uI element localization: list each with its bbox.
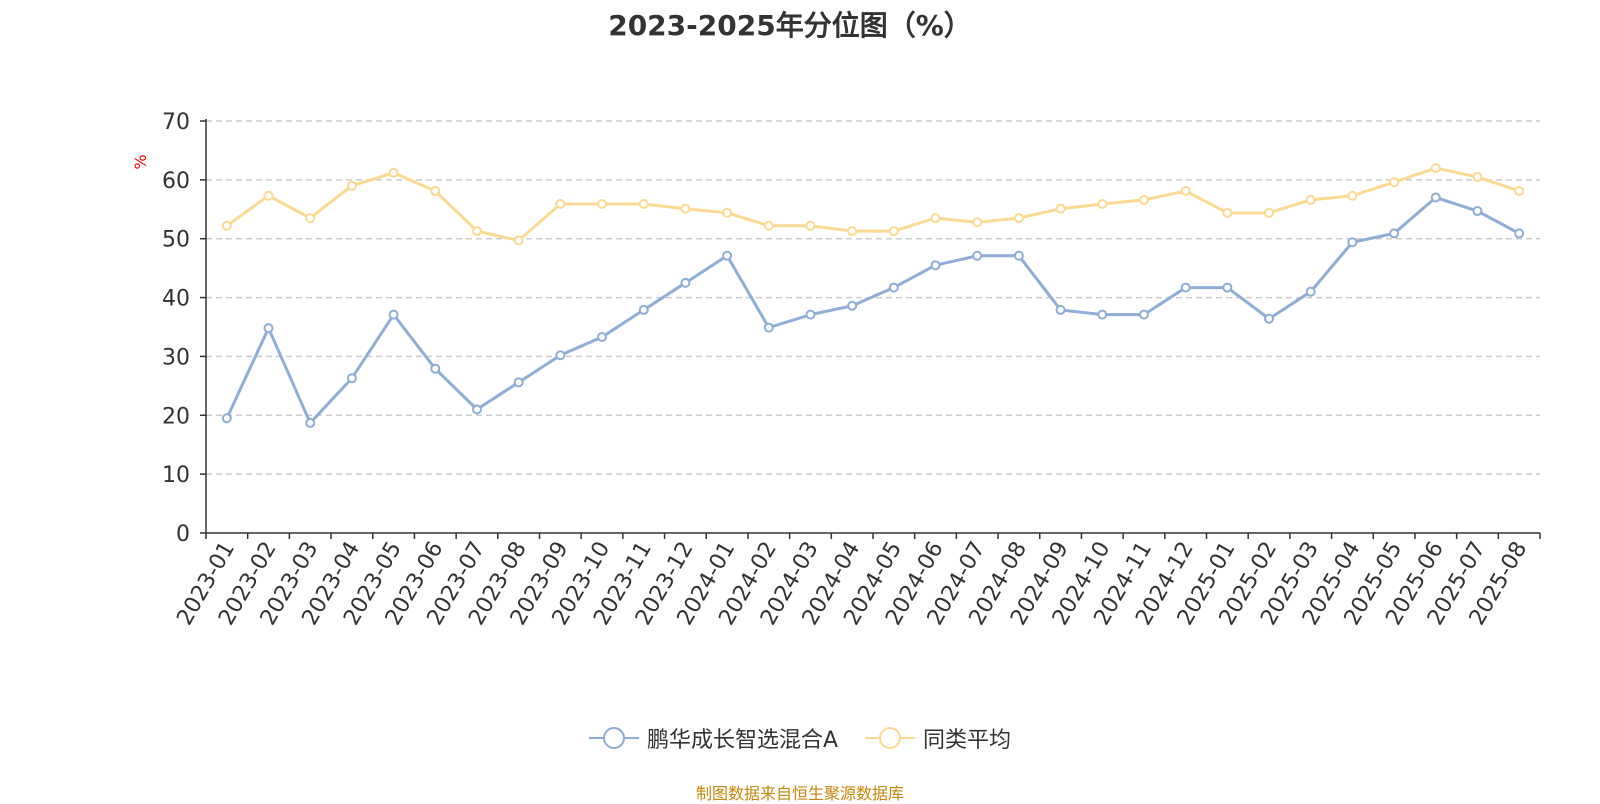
data-point[interactable]	[1097, 198, 1108, 209]
data-point[interactable]	[555, 198, 566, 209]
data-point[interactable]	[1055, 203, 1066, 214]
data-point[interactable]	[1514, 228, 1525, 239]
data-point[interactable]	[722, 207, 733, 218]
y-tick-label: 10	[162, 463, 190, 488]
legend-item-series-0[interactable]: 鹏华成长智选混合A	[588, 722, 839, 754]
data-point[interactable]	[263, 190, 274, 201]
chart-title: 2023-2025年分位图（%）	[608, 9, 972, 42]
data-point[interactable]	[1013, 213, 1024, 224]
series-0	[221, 192, 1525, 428]
data-point[interactable]	[680, 277, 691, 288]
data-point[interactable]	[638, 198, 649, 209]
legend-label: 鹏华成长智选混合A	[646, 728, 839, 753]
y-tick-label: 70	[162, 110, 190, 135]
series-1	[221, 163, 1525, 246]
data-point[interactable]	[1138, 309, 1149, 320]
data-point[interactable]	[513, 377, 524, 388]
data-point[interactable]	[1180, 282, 1191, 293]
data-point[interactable]	[1138, 194, 1149, 205]
data-point[interactable]	[1347, 237, 1358, 248]
data-point[interactable]	[1514, 186, 1525, 197]
data-point[interactable]	[1472, 206, 1483, 217]
y-tick-label: 40	[162, 287, 190, 312]
data-point[interactable]	[1472, 171, 1483, 182]
data-point[interactable]	[305, 213, 316, 224]
legend-marker-icon	[865, 727, 916, 749]
data-point[interactable]	[1264, 313, 1275, 324]
y-axis-label: %	[131, 154, 150, 169]
data-point[interactable]	[388, 167, 399, 178]
legend: 鹏华成长智选混合A 同类平均	[0, 722, 1600, 757]
y-tick-label: 0	[176, 522, 190, 547]
source-note: 制图数据来自恒生聚源数据库	[695, 784, 904, 803]
data-point[interactable]	[1389, 228, 1400, 239]
data-point[interactable]	[847, 226, 858, 237]
data-point[interactable]	[1180, 186, 1191, 197]
legend-label: 同类平均	[923, 728, 1012, 753]
data-point[interactable]	[263, 323, 274, 334]
series-line	[225, 196, 1520, 425]
axes: 0102030405060702023-012023-022023-032023…	[162, 110, 1541, 630]
data-point[interactable]	[1013, 250, 1024, 261]
data-point[interactable]	[513, 235, 524, 246]
data-point[interactable]	[1222, 282, 1233, 293]
y-tick-label: 30	[162, 345, 190, 370]
data-point[interactable]	[638, 304, 649, 315]
data-point[interactable]	[680, 203, 691, 214]
y-tick-label: 20	[162, 404, 190, 429]
data-point[interactable]	[930, 260, 941, 271]
series	[221, 163, 1525, 428]
gridlines	[206, 120, 1540, 475]
data-point[interactable]	[346, 373, 357, 384]
data-point[interactable]	[722, 250, 733, 261]
data-point[interactable]	[888, 226, 899, 237]
data-point[interactable]	[1222, 207, 1233, 218]
data-point[interactable]	[805, 309, 816, 320]
legend-item-series-1[interactable]: 同类平均	[865, 722, 1011, 754]
data-point[interactable]	[305, 417, 316, 428]
data-point[interactable]	[597, 198, 608, 209]
data-point[interactable]	[763, 322, 774, 333]
data-point[interactable]	[1347, 190, 1358, 201]
data-point[interactable]	[888, 282, 899, 293]
data-point[interactable]	[1055, 304, 1066, 315]
data-point[interactable]	[388, 309, 399, 320]
data-point[interactable]	[221, 220, 232, 231]
data-point[interactable]	[972, 250, 983, 261]
series-line	[225, 166, 1520, 242]
data-point[interactable]	[597, 332, 608, 343]
data-point[interactable]	[471, 404, 482, 415]
data-point[interactable]	[430, 363, 441, 374]
data-point[interactable]	[1389, 177, 1400, 188]
data-point[interactable]	[555, 350, 566, 361]
data-point[interactable]	[1305, 286, 1316, 297]
data-point[interactable]	[471, 226, 482, 237]
data-point[interactable]	[1264, 207, 1275, 218]
y-tick-label: 50	[162, 228, 190, 253]
y-tick-label: 60	[162, 169, 190, 194]
data-point[interactable]	[1430, 192, 1441, 203]
data-point[interactable]	[346, 180, 357, 191]
data-point[interactable]	[805, 220, 816, 231]
data-point[interactable]	[763, 220, 774, 231]
legend-marker-icon	[588, 727, 639, 749]
data-point[interactable]	[972, 217, 983, 228]
data-point[interactable]	[847, 300, 858, 311]
data-point[interactable]	[1305, 194, 1316, 205]
data-point[interactable]	[1430, 163, 1441, 174]
data-point[interactable]	[221, 413, 232, 424]
data-point[interactable]	[430, 186, 441, 197]
data-point[interactable]	[1097, 309, 1108, 320]
data-point[interactable]	[930, 213, 941, 224]
